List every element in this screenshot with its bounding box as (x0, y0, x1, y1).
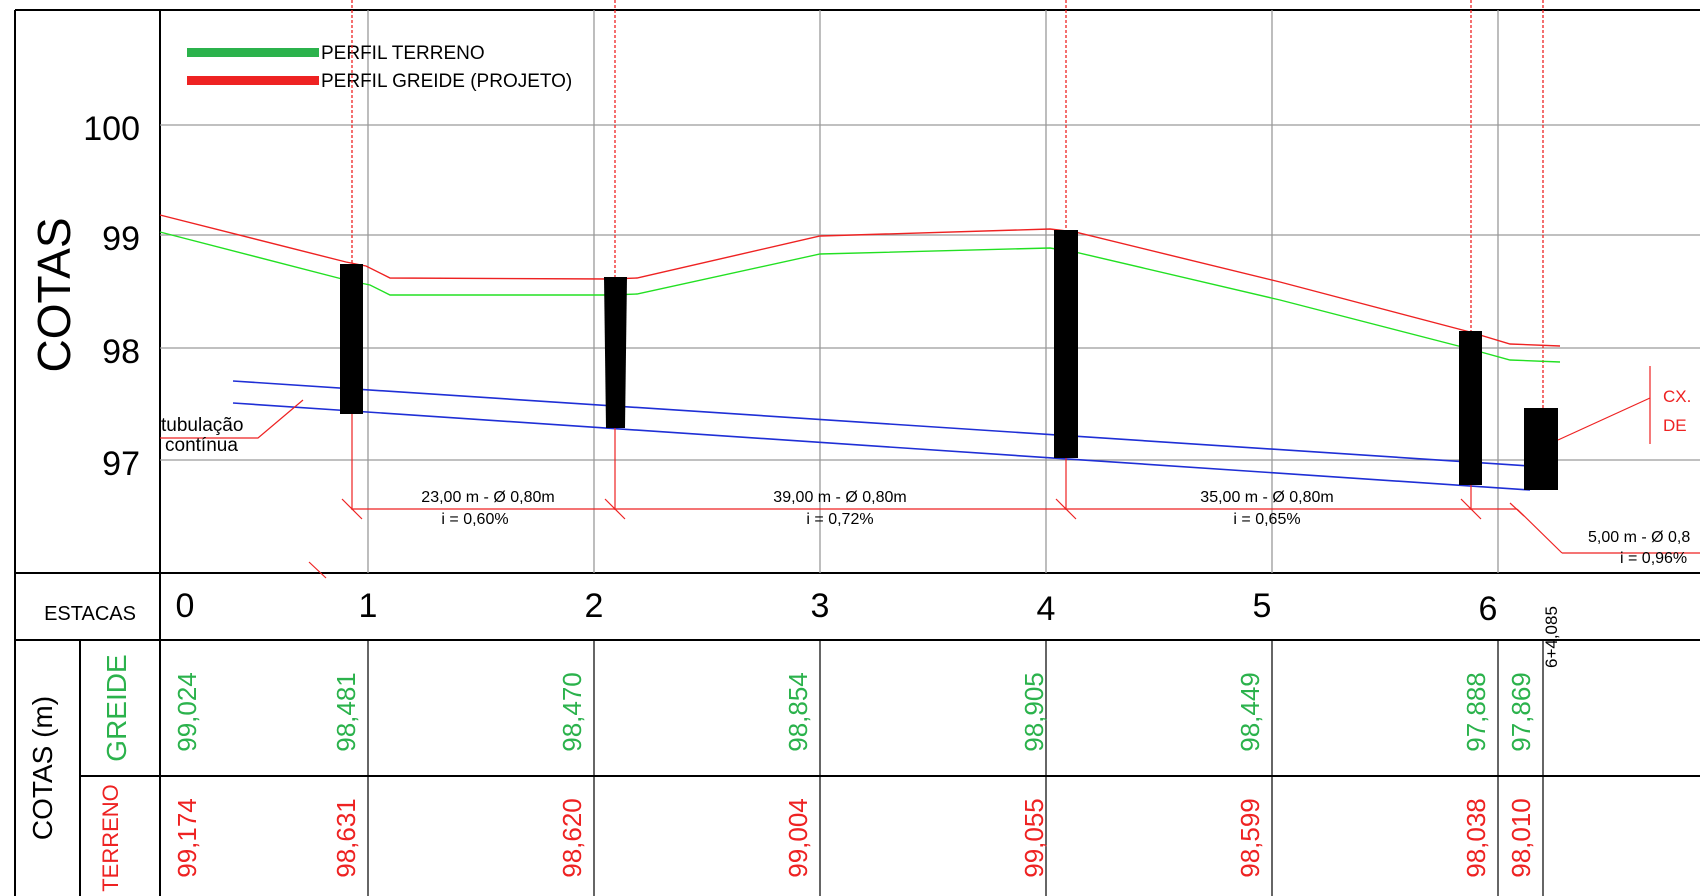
dimension-lines (308, 414, 1700, 579)
manhole-pv4 (1459, 331, 1482, 485)
legend-greide-swatch (187, 76, 319, 85)
terreno-value: 98,620 (557, 798, 587, 878)
tubulacao-annotation: tubulação contínua (160, 399, 304, 456)
cx-label-line2: DE (1663, 416, 1687, 435)
segment-3-label: 35,00 m - Ø 0,80m (1200, 489, 1333, 506)
legend-terreno-label: PERFIL TERRENO (321, 43, 485, 64)
estaca-5: 5 (1253, 587, 1272, 625)
estaca-0: 0 (176, 587, 195, 625)
greide-value: 99,024 (172, 672, 202, 752)
terreno-value: 99,055 (1019, 798, 1049, 878)
greide-value: 97,888 (1461, 672, 1491, 752)
segment-4-slope: i = 0,96% (1620, 550, 1687, 567)
segment-2-label: 39,00 m - Ø 0,80m (773, 489, 906, 506)
cotas-axis-title: COTAS (28, 217, 80, 372)
segment-1-label: 23,00 m - Ø 0,80m (421, 489, 554, 506)
cotas-table-dividers (367, 640, 1544, 896)
terreno-value: 98,038 (1461, 798, 1491, 878)
greide-row-header: GREIDE (101, 654, 132, 761)
estaca-1: 1 (359, 587, 378, 625)
cx-annotation: CX. DE (1557, 366, 1691, 444)
greide-value: 98,470 (557, 672, 587, 752)
terreno-row-header: TERRENO (98, 784, 123, 892)
manhole-pv1 (340, 264, 363, 414)
manhole-pv3 (1054, 230, 1078, 458)
pipe-lines (232, 380, 1531, 491)
legend-terreno-swatch (187, 48, 319, 57)
greide-value: 98,449 (1235, 672, 1265, 752)
cotas-table-header: COTAS (m) (27, 696, 58, 840)
manhole-axis-lines (351, 0, 1544, 410)
cx-label-line1: CX. (1663, 387, 1691, 406)
tick-label-97: 97 (102, 445, 140, 483)
estaca-6: 6 (1479, 590, 1498, 628)
manhole-cx (1524, 408, 1558, 490)
greide-value: 98,905 (1019, 672, 1049, 752)
plot-grid (160, 10, 1700, 573)
greide-value: 98,481 (331, 672, 361, 752)
legend: PERFIL TERRENO PERFIL GREIDE (PROJETO) (187, 43, 572, 92)
terreno-values-row: 99,174 98,631 98,620 99,004 99,055 98,59… (172, 798, 1536, 878)
tubulacao-label-line2: contínua (165, 435, 238, 456)
tick-label-99: 99 (102, 220, 140, 258)
manhole-pv2 (604, 277, 627, 428)
terreno-value: 99,004 (783, 798, 813, 878)
segment-4-label: 5,00 m - Ø 0,8 (1588, 529, 1690, 546)
final-station-label: 6+4,085 (1542, 606, 1561, 668)
terreno-value: 98,010 (1506, 798, 1536, 878)
legend-greide-label: PERFIL GREIDE (PROJETO) (321, 71, 572, 92)
segment-labels: 23,00 m - Ø 0,80m i = 0,60% 39,00 m - Ø … (421, 489, 1690, 567)
estaca-4: 4 (1037, 590, 1056, 628)
tubulacao-label-line1: tubulação (161, 415, 243, 436)
estacas-row: 0 1 2 3 4 5 6 (176, 587, 1498, 628)
terreno-profile-line (159, 231, 1561, 363)
greide-value: 97,869 (1506, 672, 1536, 752)
segment-3-slope: i = 0,65% (1233, 511, 1300, 528)
terreno-value: 98,599 (1235, 798, 1265, 878)
greide-value: 98,854 (783, 672, 813, 752)
segment-2-slope: i = 0,72% (806, 511, 873, 528)
estaca-3: 3 (811, 587, 830, 625)
terreno-value: 99,174 (172, 798, 202, 878)
estacas-header: ESTACAS (44, 603, 136, 625)
estaca-2: 2 (585, 587, 604, 625)
greide-values-row: 99,024 98,481 98,470 98,854 98,905 98,44… (172, 672, 1536, 752)
frame (14, 9, 1700, 896)
segment-1-slope: i = 0,60% (441, 511, 508, 528)
tick-label-100: 100 (83, 110, 140, 148)
manholes (340, 230, 1558, 490)
terreno-value: 98,631 (331, 798, 361, 878)
tick-label-98: 98 (102, 333, 140, 371)
